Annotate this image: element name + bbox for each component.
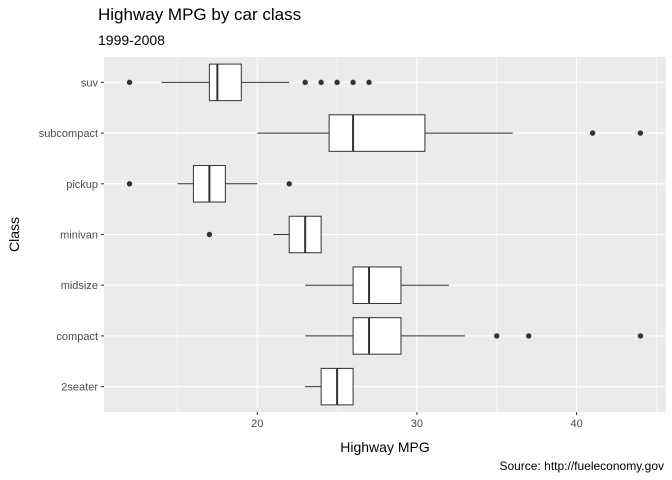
y-tick-label: suv: [81, 77, 99, 89]
box-iqr: [208, 63, 242, 102]
x-axis-label: Highway MPG: [340, 439, 429, 455]
outlier-point: [494, 333, 500, 339]
box-suv: [126, 63, 372, 102]
outlier-point: [350, 79, 356, 86]
y-tick-label: minivan: [60, 230, 98, 242]
outlier-point: [334, 79, 340, 86]
y-axis: 2seater compact midsize minivan pickup subcom…: [39, 77, 104, 394]
box-iqr: [352, 317, 402, 355]
box-subcompact: [257, 114, 644, 152]
y-tick-label: 2seater: [61, 382, 98, 394]
outlier-point: [126, 79, 133, 86]
x-tick-label: 40: [570, 418, 582, 430]
outlier-point: [286, 181, 292, 187]
outlier-point: [126, 181, 133, 187]
y-tick-label: compact: [56, 331, 98, 343]
box-midsize: [305, 266, 449, 304]
chart-title: Highway MPG by car class: [98, 5, 302, 24]
box-iqr: [352, 266, 402, 304]
box-2seater: [305, 367, 354, 406]
chart-subtitle: 1999-2008: [98, 32, 165, 48]
box-pickup: [126, 165, 292, 203]
box-iqr: [328, 114, 426, 152]
x-axis: 20 30 40: [251, 412, 583, 430]
box-compact: [305, 317, 644, 355]
x-tick-label: 30: [411, 418, 423, 430]
outlier-point: [366, 79, 372, 86]
outlier-point: [525, 333, 532, 339]
y-axis-label: Class: [6, 217, 22, 252]
outlier-point: [589, 130, 596, 136]
y-tick-label: pickup: [66, 179, 98, 191]
y-tick-label: midsize: [61, 280, 98, 292]
outlier-point: [302, 79, 308, 86]
outlier-point: [637, 130, 644, 136]
outlier-point: [206, 231, 213, 238]
y-tick-label: subcompact: [39, 128, 98, 140]
chart-caption: Source: http://fueleconomy.gov: [499, 459, 664, 473]
box-series: [126, 63, 644, 406]
outlier-point: [318, 79, 324, 86]
box-minivan: [206, 215, 322, 254]
x-tick-label: 20: [251, 418, 263, 430]
outlier-point: [637, 333, 644, 339]
